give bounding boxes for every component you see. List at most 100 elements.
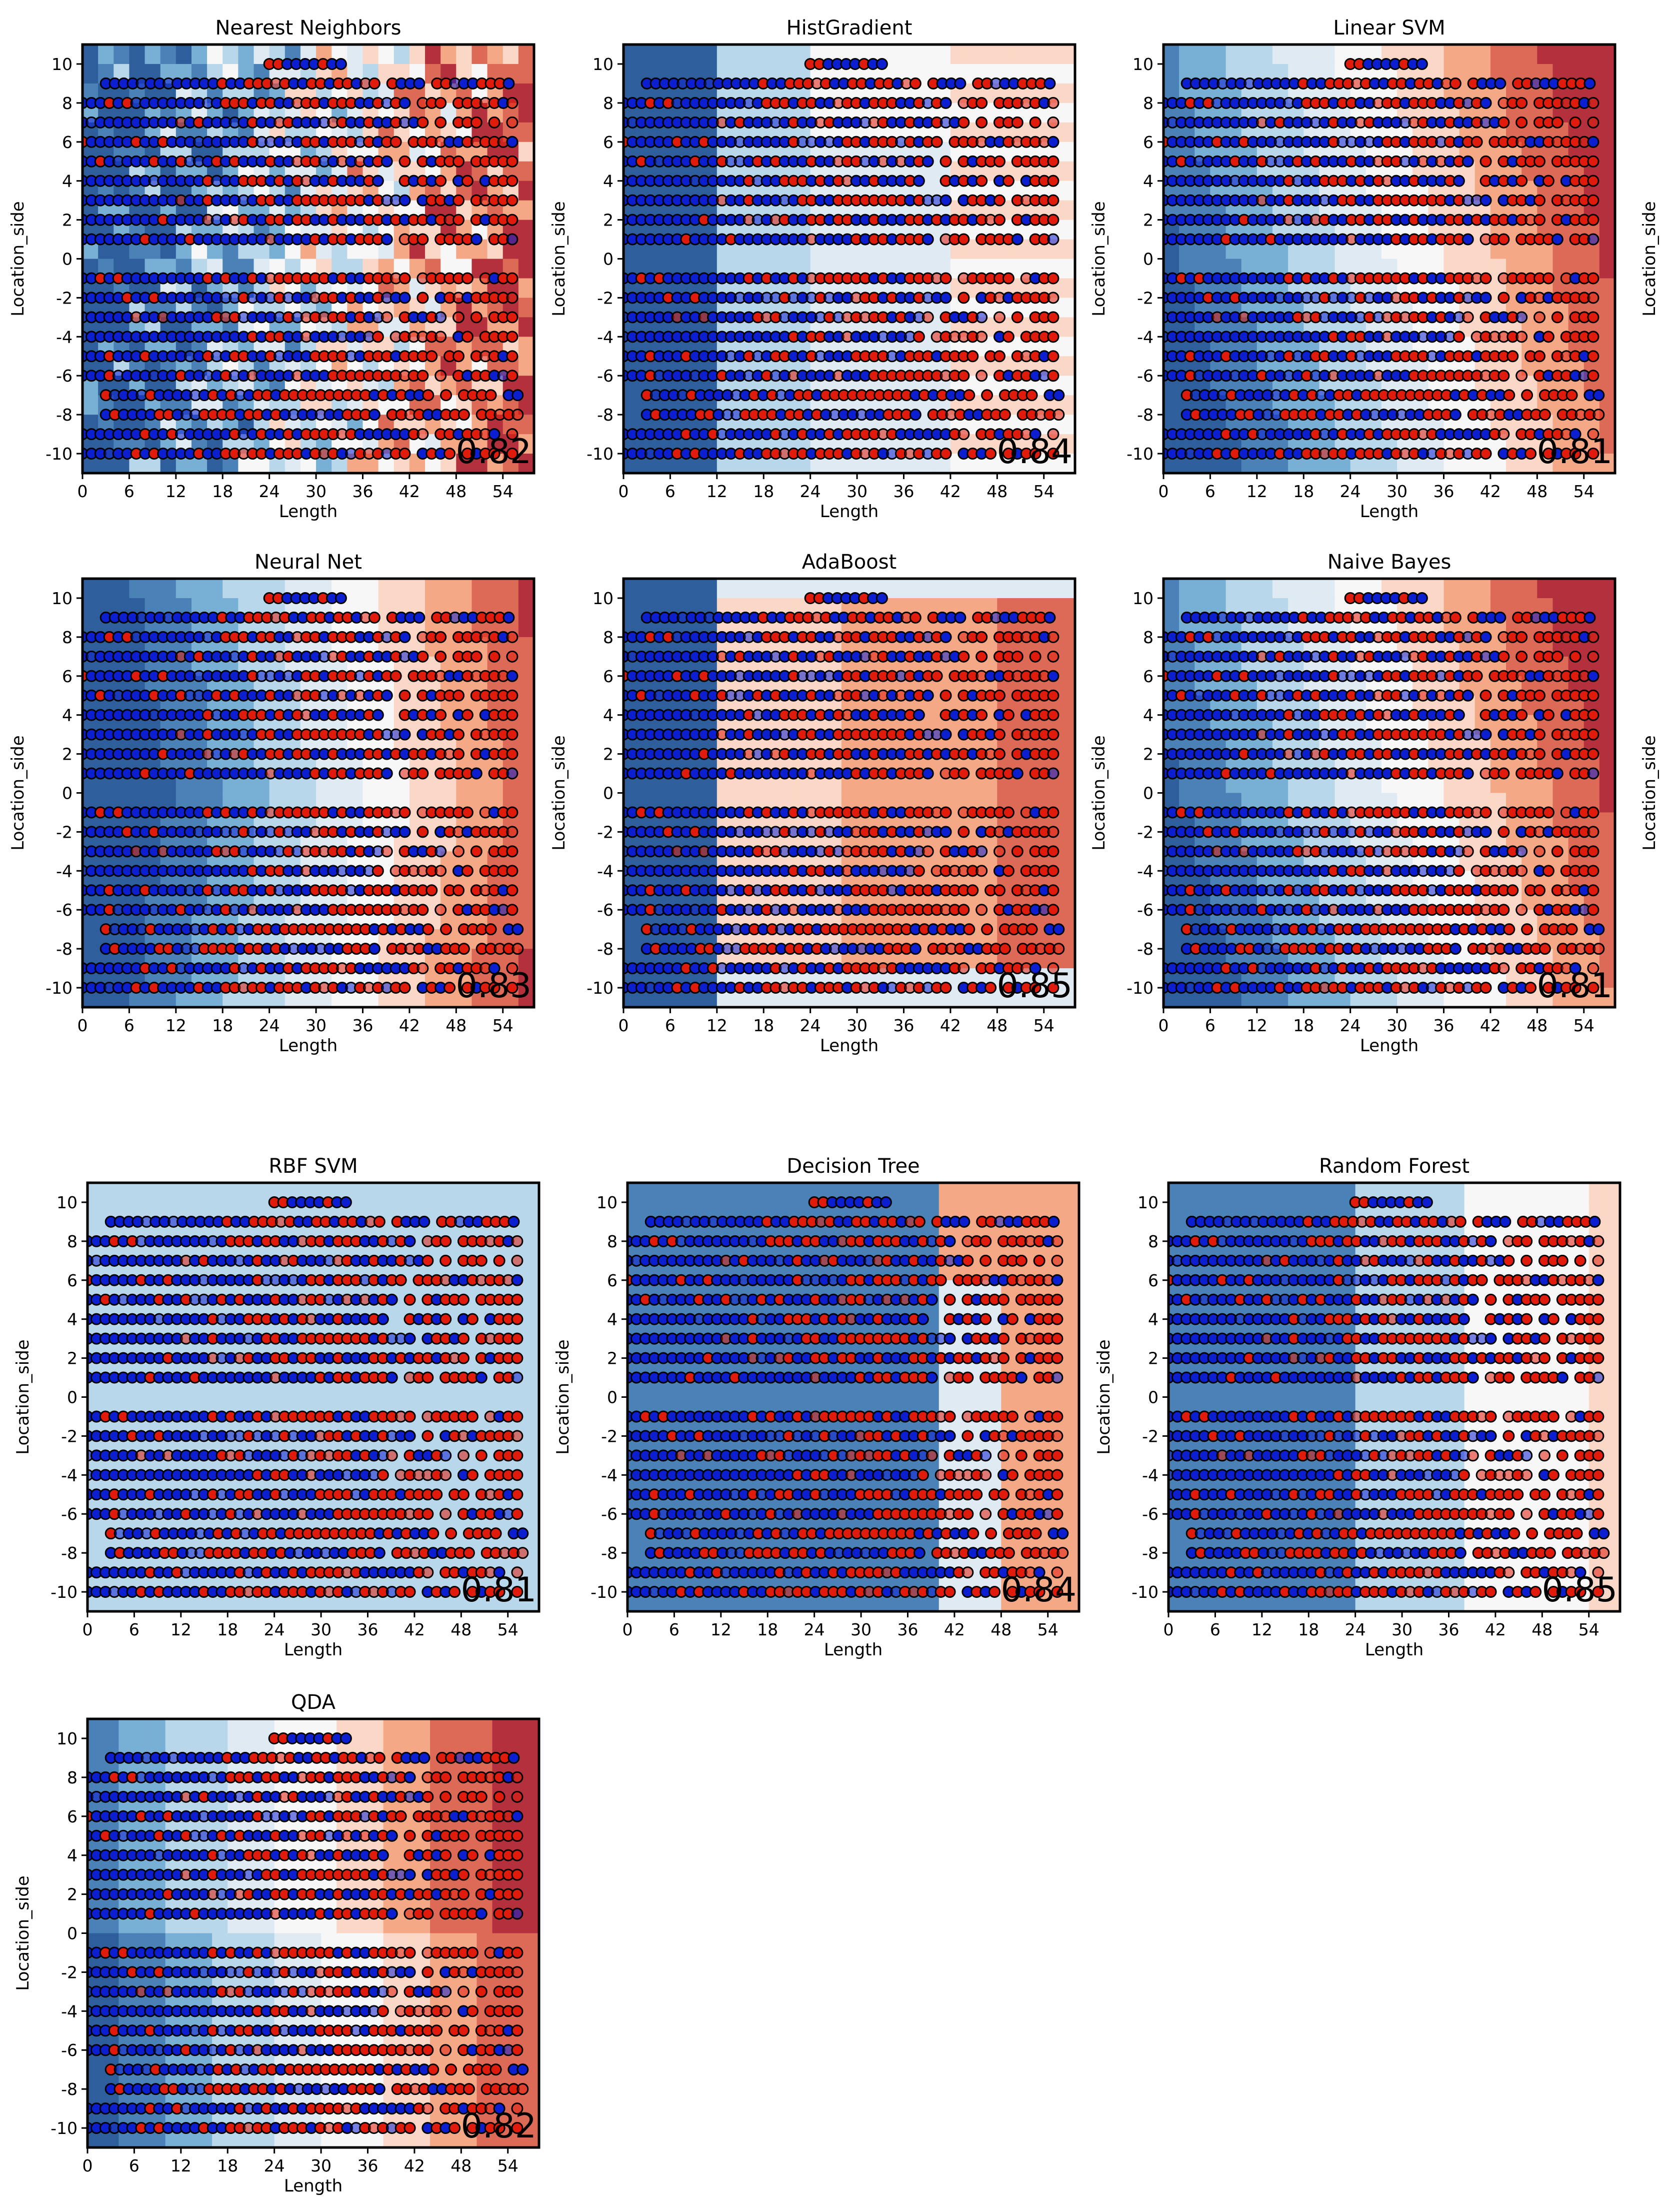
chart-title: Linear SVM [1333,17,1445,40]
y-tick-label: 2 [1143,211,1154,230]
data-point [993,155,1006,168]
scatter-points [1164,592,1605,994]
x-tick-label: 54 [492,482,514,501]
x-tick-label: 36 [352,1016,373,1035]
data-point [434,175,447,187]
data-point [380,311,393,324]
data-point [470,845,482,858]
data-point [434,845,447,858]
data-point [1452,331,1465,343]
data-point [506,350,518,363]
x-tick-label: 30 [846,1016,868,1035]
data-point [484,389,497,402]
data-point [416,370,429,382]
data-point [506,272,518,285]
data-point [398,194,411,207]
y-tick-label: 2 [62,745,72,764]
x-axis-label: Length [1360,502,1418,522]
data-point [976,175,988,187]
data-point [909,611,922,624]
data-point [1029,650,1042,663]
data-point [506,311,518,324]
data-point [922,155,934,168]
data-point [488,962,500,975]
y-axis-label: Location_side [1089,201,1109,316]
data-point [1506,884,1519,897]
data-point [1047,175,1060,187]
x-tick-label: 36 [893,482,914,501]
data-point [1449,77,1462,90]
y-tick-label: -10 [46,444,72,464]
data-point [912,175,925,187]
data-point [506,806,518,819]
data-point [954,77,966,90]
data-point [993,845,1006,858]
data-point [506,865,518,877]
data-point [512,923,524,936]
data-point [1569,448,1582,460]
data-point [940,292,952,304]
y-tick-label: -2 [597,288,614,308]
data-point [1533,884,1546,897]
data-point [958,962,970,975]
data-point [470,767,482,780]
data-point [372,709,384,721]
y-tick-label: 4 [603,172,614,191]
data-point [488,116,500,129]
data-point [1002,806,1014,819]
data-point [506,155,518,168]
chart-title: Neural Net [254,551,362,574]
data-point [1506,350,1519,363]
data-point [1002,331,1014,343]
x-tick-label: 30 [306,482,326,501]
data-point [1498,233,1510,246]
x-tick-label: 30 [846,482,868,501]
data-point [422,389,434,402]
data-point [976,709,988,721]
data-point [1047,448,1060,460]
data-point [940,689,952,702]
data-point [1542,175,1554,187]
score-label: 0.83 [456,966,532,1006]
data-point [1052,389,1065,402]
data-point [984,448,997,460]
data-point [413,77,426,90]
data-point [1521,389,1534,402]
data-point [413,611,426,624]
y-tick-label: 10 [592,589,614,608]
data-point [930,136,943,148]
data-point [1011,233,1024,246]
x-tick-label: 6 [665,1016,676,1035]
data-point [1462,155,1474,168]
data-point [976,845,988,858]
data-point [458,943,470,955]
data-point [1587,982,1600,994]
data-point [1498,826,1510,838]
scatter-points [1164,58,1605,460]
data-point [940,631,952,643]
x-tick-label: 0 [618,1016,629,1035]
panel-2: 0 6 12 18 24 30 36 42 48 54-10-8-6-4-20246810Leng… [1089,17,1616,522]
data-point [444,982,456,994]
y-tick-label: 4 [62,706,72,725]
data-point [416,428,429,441]
data-point [958,370,970,382]
data-point [461,709,474,721]
x-tick-label: 48 [986,482,1008,501]
x-tick-label: 48 [1526,482,1548,501]
data-point [416,116,429,129]
data-point [398,448,411,460]
data-point [434,116,447,129]
data-point [1551,116,1564,129]
data-point [1480,982,1492,994]
x-axis: 0 6 12 18 24 30 36 42 48 54 [1158,473,1594,501]
chart-title: Nearest Neighbors [216,17,402,40]
data-point [398,806,411,819]
data-point [1047,194,1060,207]
data-point [1480,155,1492,168]
x-tick-label: 54 [1034,1016,1054,1035]
data-point [1566,923,1578,936]
y-tick-label: -6 [56,900,72,920]
data-point [1587,97,1600,109]
x-axis-label: Length [820,1036,878,1056]
